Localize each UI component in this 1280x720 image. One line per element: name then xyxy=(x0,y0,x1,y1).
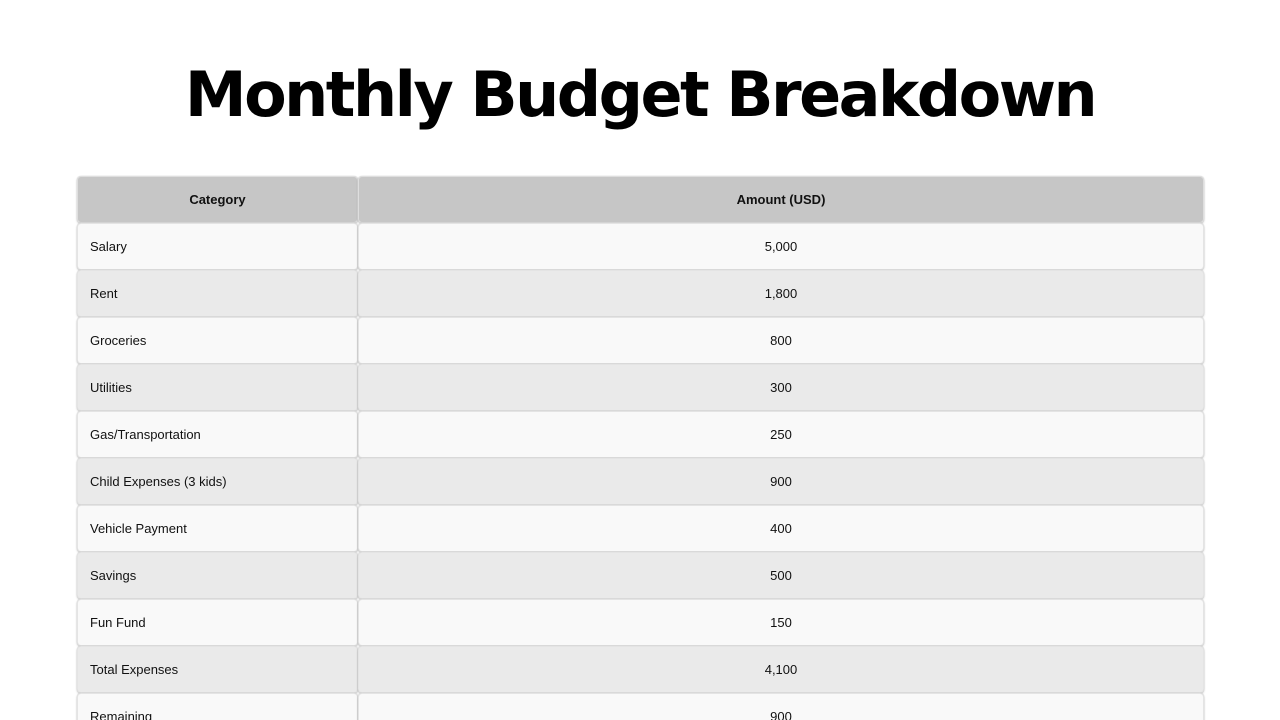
table-row: Utilities 300 xyxy=(77,364,1204,411)
budget-table: Category Amount (USD) Salary 5,000 Rent … xyxy=(77,176,1204,720)
table-row: Salary 5,000 xyxy=(77,223,1204,270)
table-row: Gas/Transportation 250 xyxy=(77,411,1204,458)
category-cell: Vehicle Payment xyxy=(77,505,358,552)
amount-cell: 500 xyxy=(358,552,1204,599)
amount-cell: 250 xyxy=(358,411,1204,458)
table-row: Child Expenses (3 kids) 900 xyxy=(77,458,1204,505)
table-row: Rent 1,800 xyxy=(77,270,1204,317)
category-cell: Salary xyxy=(77,223,358,270)
amount-cell: 900 xyxy=(358,693,1204,720)
category-cell: Groceries xyxy=(77,317,358,364)
table-row: Groceries 800 xyxy=(77,317,1204,364)
amount-cell: 1,800 xyxy=(358,270,1204,317)
table-row: Remaining 900 xyxy=(77,693,1204,720)
category-cell: Rent xyxy=(77,270,358,317)
category-cell: Gas/Transportation xyxy=(77,411,358,458)
amount-cell: 5,000 xyxy=(358,223,1204,270)
header-amount: Amount (USD) xyxy=(358,176,1204,223)
page-title: Monthly Budget Breakdown xyxy=(184,58,1098,131)
table-row: Savings 500 xyxy=(77,552,1204,599)
table-row: Total Expenses 4,100 xyxy=(77,646,1204,693)
amount-cell: 4,100 xyxy=(358,646,1204,693)
table-row: Fun Fund 150 xyxy=(77,599,1204,646)
table-row: Vehicle Payment 400 xyxy=(77,505,1204,552)
table-header-row: Category Amount (USD) xyxy=(77,176,1204,223)
category-cell: Fun Fund xyxy=(77,599,358,646)
category-cell: Savings xyxy=(77,552,358,599)
category-cell: Total Expenses xyxy=(77,646,358,693)
header-category: Category xyxy=(77,176,358,223)
amount-cell: 400 xyxy=(358,505,1204,552)
category-cell: Child Expenses (3 kids) xyxy=(77,458,358,505)
amount-cell: 900 xyxy=(358,458,1204,505)
amount-cell: 300 xyxy=(358,364,1204,411)
category-cell: Utilities xyxy=(77,364,358,411)
amount-cell: 800 xyxy=(358,317,1204,364)
category-cell: Remaining xyxy=(77,693,358,720)
amount-cell: 150 xyxy=(358,599,1204,646)
